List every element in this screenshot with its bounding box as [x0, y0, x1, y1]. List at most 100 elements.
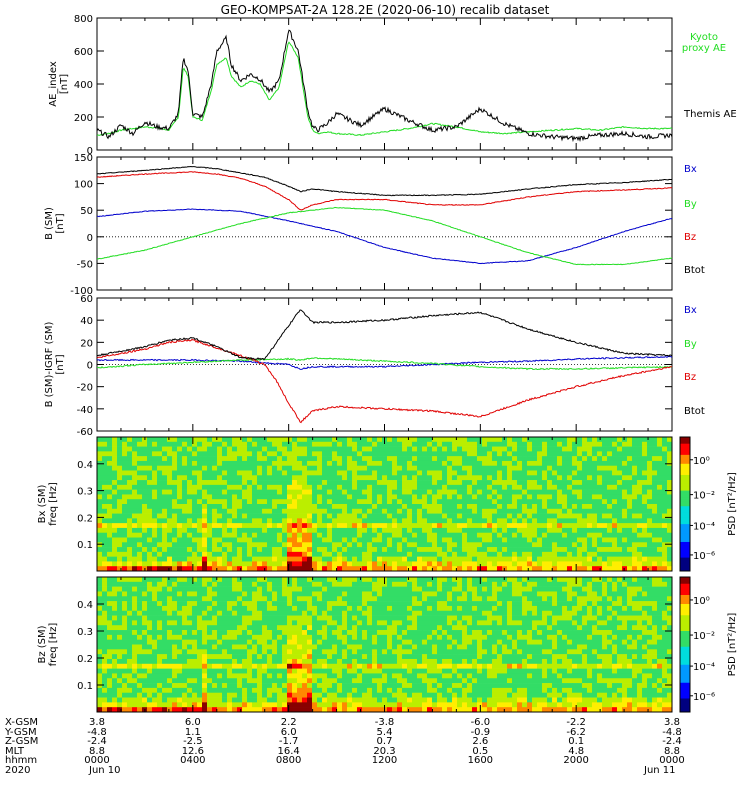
spectrogram-cell [227, 688, 232, 693]
spectrogram-cell [302, 649, 307, 654]
spectrogram-cell [502, 523, 507, 528]
spectrogram-cell [262, 528, 267, 533]
spectrogram-cell [607, 533, 612, 538]
spectrogram-cell [382, 485, 387, 490]
spectrogram-cell [487, 504, 492, 509]
spectrogram-cell [247, 596, 252, 601]
spectrogram-cell [152, 649, 157, 654]
spectrogram-cell [602, 437, 607, 442]
spectrogram-cell [332, 587, 337, 592]
spectrogram-cell [107, 542, 112, 547]
spectrogram-cell [372, 499, 377, 504]
spectrogram-cell [147, 480, 152, 485]
spectrogram-cell [457, 547, 462, 552]
spectrogram-cell [212, 485, 217, 490]
spectrogram-cell [437, 494, 442, 499]
spectrogram-cell [102, 533, 107, 538]
spectrogram-cell [267, 577, 272, 582]
spectrogram-cell [257, 673, 262, 678]
spectrogram-cell [112, 547, 117, 552]
spectrogram-cell [227, 547, 232, 552]
spectrogram-cell [547, 528, 552, 533]
spectrogram-cell [187, 542, 192, 547]
spectrogram-cell [647, 538, 652, 543]
spectrogram-cell [117, 611, 122, 616]
spectrogram-cell [647, 442, 652, 447]
spectrogram-cell [117, 678, 122, 683]
spectrogram-cell [237, 698, 242, 703]
spectrogram-cell [652, 538, 657, 543]
spectrogram-cell [277, 577, 282, 582]
spectrogram-cell [342, 494, 347, 499]
spectrogram-cell [172, 673, 177, 678]
spectrogram-cell [292, 504, 297, 509]
spectrogram-cell [557, 542, 562, 547]
spectrogram-cell [132, 649, 137, 654]
spectrogram-cell [372, 538, 377, 543]
spectrogram-cell [337, 480, 342, 485]
spectrogram-cell [102, 669, 107, 674]
spectrogram-cell [627, 523, 632, 528]
spectrogram-cell [632, 485, 637, 490]
spectrogram-cell [662, 437, 667, 442]
spectrogram-cell [202, 514, 207, 519]
spectrogram-cell [462, 504, 467, 509]
spectrogram-cell [532, 442, 537, 447]
spectrogram-cell [152, 591, 157, 596]
spectrogram-cell [157, 466, 162, 471]
spectrogram-cell [237, 509, 242, 514]
spectrogram-cell [252, 447, 257, 452]
spectrogram-cell [457, 447, 462, 452]
spectrogram-cell [182, 437, 187, 442]
spectrogram-cell [247, 456, 252, 461]
spectrogram-cell [382, 451, 387, 456]
spectrogram-cell [302, 596, 307, 601]
spectrogram-cell [242, 606, 247, 611]
spectrogram-cell [592, 533, 597, 538]
spectrogram-cell [197, 673, 202, 678]
spectrogram-cell [197, 693, 202, 698]
spectrogram-cell [467, 494, 472, 499]
spectrogram-cell [147, 518, 152, 523]
spectrogram-cell [252, 606, 257, 611]
spectrogram-cell [337, 645, 342, 650]
spectrogram-cell [562, 442, 567, 447]
spectrogram-cell [637, 533, 642, 538]
spectrogram-cell [327, 490, 332, 495]
spectrogram-cell [557, 437, 562, 442]
spectrogram-cell [387, 485, 392, 490]
legend-label: Bx [684, 164, 697, 175]
spectrogram-cell [662, 547, 667, 552]
spectrogram-cell [512, 518, 517, 523]
spectrogram-cell [272, 620, 277, 625]
spectrogram-cell [217, 591, 222, 596]
spectrogram-cell [662, 447, 667, 452]
spectrogram-cell [422, 557, 427, 562]
spectrogram-cell [142, 557, 147, 562]
spectrogram-cell [232, 456, 237, 461]
spectrogram-cell [497, 538, 502, 543]
spectrogram-cell [167, 451, 172, 456]
spectrogram-cell [287, 625, 292, 630]
spectrogram-cell [127, 587, 132, 592]
spectrogram-cell [287, 509, 292, 514]
spectrogram-cell [412, 504, 417, 509]
spectrogram-cell [507, 494, 512, 499]
spectrogram-cell [357, 466, 362, 471]
spectrogram-cell [222, 456, 227, 461]
spectrogram-cell [337, 611, 342, 616]
spectrogram-cell [657, 471, 662, 476]
spectrogram-cell [502, 480, 507, 485]
spectrogram-cell [122, 669, 127, 674]
spectrogram-cell [287, 678, 292, 683]
spectrogram-cell [262, 587, 267, 592]
spectrogram-cell [332, 552, 337, 557]
spectrogram-cell [577, 509, 582, 514]
spectrogram-cell [277, 485, 282, 490]
spectrogram-cell [422, 561, 427, 566]
spectrogram-cell [237, 693, 242, 698]
spectrogram-cell [372, 523, 377, 528]
spectrogram-cell [167, 640, 172, 645]
spectrogram-cell [117, 504, 122, 509]
spectrogram-cell [112, 611, 117, 616]
